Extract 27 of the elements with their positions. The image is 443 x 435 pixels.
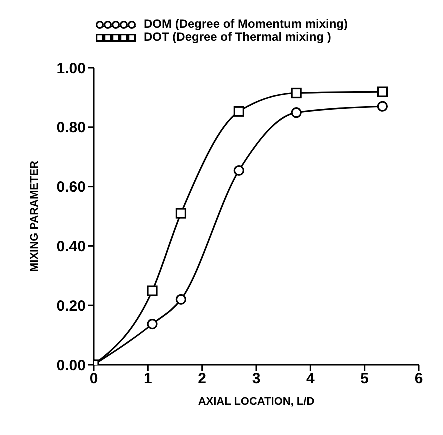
point (176, 208, 187, 219)
y-tick-label: 0.40 (56, 238, 86, 256)
x-tick-label: 6 (414, 370, 424, 388)
point (147, 319, 158, 330)
legend-label: DOT (Degree of Thermal mixing ) (144, 30, 332, 44)
x-axis-title: AXIAL LOCATION, L/D (198, 396, 315, 408)
y-tick-label: 0.20 (56, 298, 86, 315)
point (234, 106, 244, 117)
x-tick-label: 1 (144, 370, 152, 388)
x-tick-label: 2 (198, 370, 207, 388)
y-tick-label: 0.00 (56, 357, 86, 374)
y-tick-label: 1.00 (56, 60, 86, 78)
legend-label: DOM (Degree of Momentum mixing) (144, 17, 348, 31)
x-tick-label: 0 (90, 370, 98, 388)
point (377, 86, 388, 98)
point (147, 286, 158, 296)
y-tick-label: 0.60 (56, 179, 86, 196)
point (377, 101, 388, 112)
point (176, 294, 187, 305)
x-tick-label: 3 (252, 370, 261, 388)
y-tick-label: 0.80 (56, 120, 86, 137)
x-tick-label: 5 (360, 370, 370, 388)
point (291, 108, 302, 118)
y-axis-title: MIXING PARAMETER (28, 160, 41, 272)
point (291, 88, 302, 99)
x-tick-label: 4 (306, 370, 316, 388)
point (234, 165, 244, 176)
